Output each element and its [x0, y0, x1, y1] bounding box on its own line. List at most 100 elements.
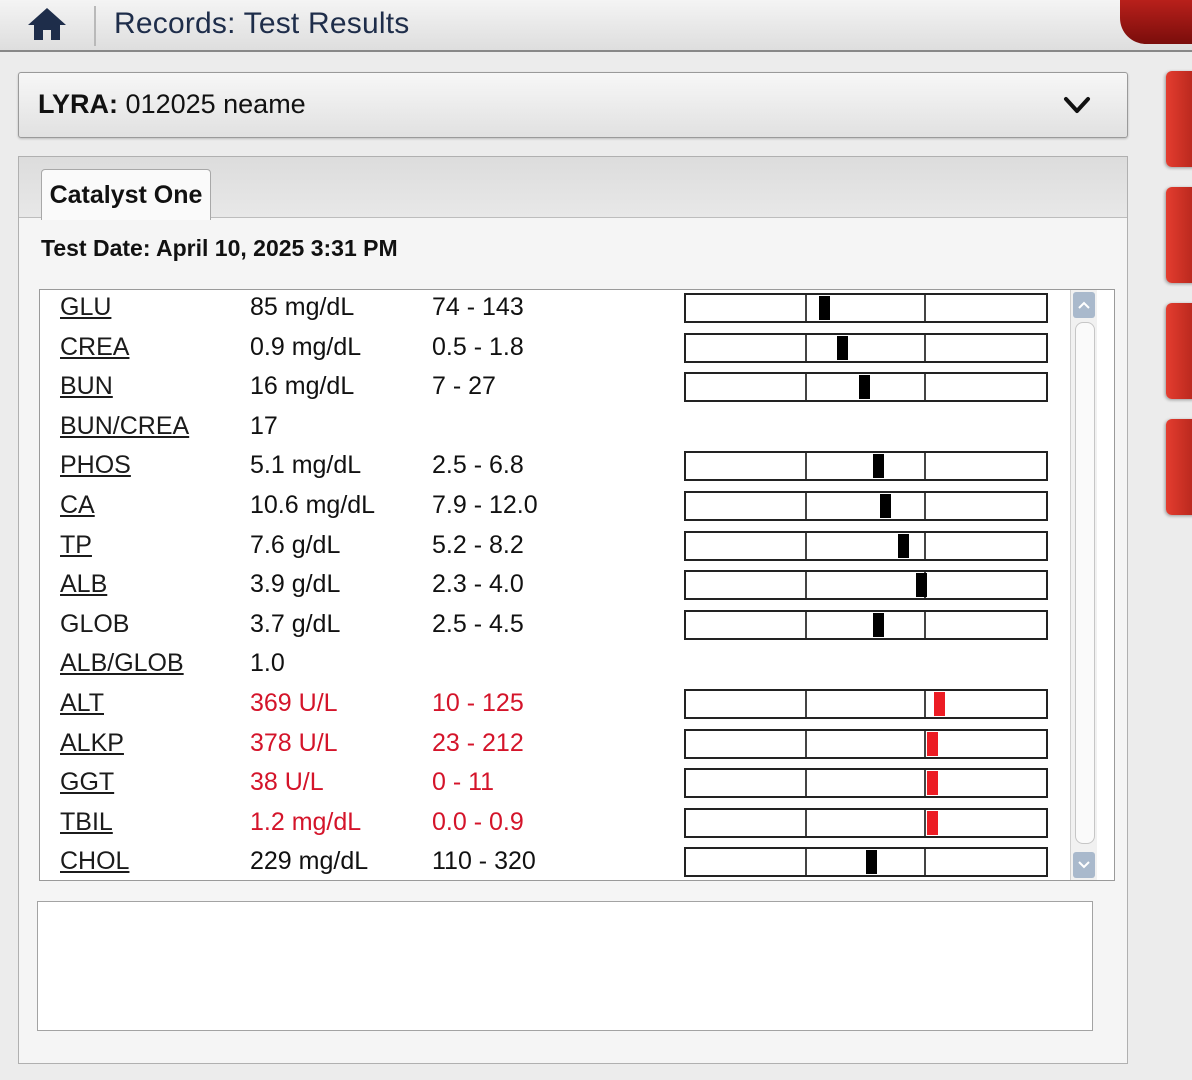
tab-strip: Catalyst One: [19, 157, 1127, 220]
page-title: Records: Test Results: [114, 7, 410, 40]
result-value: 16 mg/dL: [250, 372, 355, 401]
result-name[interactable]: CA: [60, 491, 95, 519]
result-row-alkp: ALKP 378 U/L 23 - 212: [40, 726, 1064, 764]
result-row-alt: ALT 369 U/L 10 - 125: [40, 686, 1064, 724]
gauge-marker: [873, 454, 885, 479]
patient-separator: :: [109, 89, 119, 119]
side-button-4[interactable]: [1166, 419, 1192, 515]
gauge-marker: [837, 335, 849, 360]
result-name[interactable]: BUN: [60, 372, 113, 401]
result-range: 110 - 320: [432, 847, 536, 876]
result-name[interactable]: ALB/GLOB: [60, 649, 184, 678]
range-gauge: [684, 530, 1048, 561]
chevron-down-icon[interactable]: [1063, 91, 1091, 119]
result-value: 0.9 mg/dL: [250, 332, 362, 361]
result-name[interactable]: CREA: [60, 332, 130, 361]
result-row-alb: ALB 3.9 g/dL 2.3 - 4.0: [40, 567, 1064, 605]
result-value: 1.2 mg/dL: [250, 807, 362, 836]
gauge-tk-low: [804, 532, 807, 559]
result-row-alb-glob: ALB/GLOB 1.0: [40, 646, 1064, 684]
scrollbar[interactable]: [1070, 290, 1097, 880]
gauge-marker: [927, 810, 939, 835]
home-icon: [28, 8, 66, 40]
gauge-tk-low: [804, 849, 807, 876]
result-value: 17: [250, 411, 278, 440]
notes-box[interactable]: [37, 901, 1093, 1031]
gauge-tk-low: [804, 374, 807, 401]
result-range: 0 - 11: [432, 768, 495, 797]
scroll-up-button[interactable]: [1073, 292, 1095, 318]
gauge-tk-high: [923, 849, 926, 876]
home-button[interactable]: [18, 4, 76, 44]
result-row-tp: TP 7.6 g/dL 5.2 - 8.2: [40, 528, 1064, 566]
result-name[interactable]: GGT: [60, 768, 115, 797]
gauge-marker: [898, 533, 910, 558]
gauge-marker: [819, 296, 831, 320]
range-gauge: [684, 728, 1048, 759]
chevron-up-icon: [1078, 301, 1090, 309]
range-gauge: [684, 293, 1048, 323]
gauge-tk-low: [804, 730, 807, 757]
result-range: 0.5 - 1.8: [432, 332, 524, 361]
gauge-tk-high: [923, 691, 926, 717]
range-gauge: [684, 807, 1048, 838]
gauge-tk-high: [923, 611, 926, 638]
gauge-tk-low: [804, 611, 807, 638]
result-value: 7.6 g/dL: [250, 530, 341, 559]
result-name[interactable]: ALKP: [60, 728, 124, 757]
range-gauge: [684, 847, 1048, 878]
result-name[interactable]: GLU: [60, 293, 112, 321]
patient-selector[interactable]: LYRA: 012025 neame: [18, 72, 1128, 138]
result-row-glob: GLOB 3.7 g/dL 2.5 - 4.5: [40, 607, 1064, 645]
test-date: Test Date: April 10, 2025 3:31 PM: [41, 235, 398, 261]
result-range: 5.2 - 8.2: [432, 530, 524, 559]
scroll-thumb[interactable]: [1075, 322, 1095, 844]
result-row-glu: GLU 85 mg/dL 74 - 143: [40, 290, 1064, 328]
gauge-marker: [927, 771, 939, 796]
result-value: 3.7 g/dL: [250, 609, 341, 638]
results-panel: Catalyst One Test Date: April 10, 2025 3…: [18, 156, 1128, 1064]
gauge-tk-low: [804, 809, 807, 836]
range-gauge: [684, 451, 1048, 482]
range-gauge: [684, 372, 1048, 403]
result-name[interactable]: CHOL: [60, 847, 130, 876]
result-name[interactable]: BUN/CREA: [60, 411, 190, 440]
result-name[interactable]: TP: [60, 530, 92, 559]
range-gauge: [684, 332, 1048, 363]
gauge-tk-high: [923, 493, 926, 519]
result-name[interactable]: ALT: [60, 689, 104, 717]
tab-catalyst-one[interactable]: Catalyst One: [41, 169, 211, 220]
gauge-tk-low: [804, 453, 807, 480]
gauge-tk-high: [923, 295, 926, 321]
result-name[interactable]: ALB: [60, 570, 108, 599]
result-row-ggt: GGT 38 U/L 0 - 11: [40, 765, 1064, 803]
result-row-ca: CA 10.6 mg/dL 7.9 - 12.0: [40, 488, 1064, 526]
result-row-phos: PHOS 5.1 mg/dL 2.5 - 6.8: [40, 448, 1064, 486]
result-row-crea: CREA 0.9 mg/dL 0.5 - 1.8: [40, 330, 1064, 368]
result-row-tbil: TBIL 1.2 mg/dL 0.0 - 0.9: [40, 805, 1064, 843]
patient-name: LYRA: [38, 89, 110, 119]
corner-action-button[interactable]: [1120, 0, 1192, 44]
result-range: 0.0 - 0.9: [432, 807, 524, 836]
result-name[interactable]: TBIL: [60, 807, 113, 836]
patient-label: LYRA: 012025 neame: [38, 89, 306, 120]
result-range: 74 - 143: [432, 293, 524, 321]
gauge-tk-high: [923, 809, 926, 836]
side-button-1[interactable]: [1166, 71, 1192, 167]
range-gauge: [684, 689, 1048, 719]
results-table: GLU 85 mg/dL 74 - 143 CREA 0.9 mg/dL 0.5 - 1.…: [39, 289, 1115, 881]
title-separator: [94, 6, 96, 46]
gauge-marker: [866, 850, 877, 875]
side-button-3[interactable]: [1166, 303, 1192, 399]
gauge-marker: [927, 731, 939, 756]
side-button-2[interactable]: [1166, 187, 1192, 283]
patient-id: 012025 neame: [125, 89, 306, 119]
gauge-marker: [880, 494, 892, 518]
gauge-tk-low: [804, 493, 807, 519]
result-range: 7.9 - 12.0: [432, 491, 538, 519]
result-range: 10 - 125: [432, 689, 524, 717]
gauge-tk-low: [804, 770, 807, 797]
scroll-down-button[interactable]: [1073, 852, 1095, 878]
gauge-tk-high: [923, 453, 926, 480]
result-name[interactable]: PHOS: [60, 451, 131, 480]
